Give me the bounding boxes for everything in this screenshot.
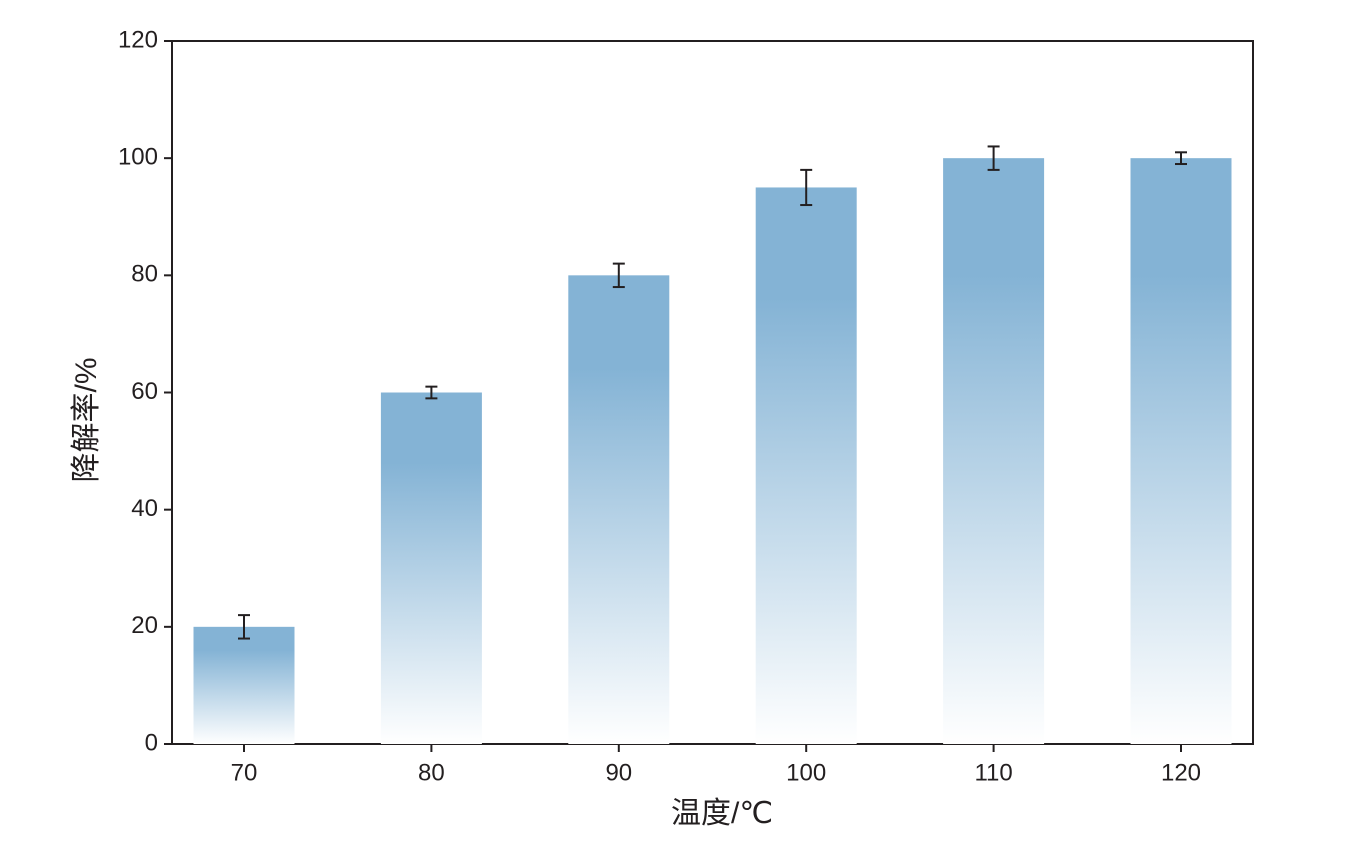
x-tick-label: 100 [786,759,826,786]
x-tick-label: 110 [974,759,1012,786]
y-tick-label: 120 [118,26,158,53]
y-tick-label: 100 [118,144,158,171]
x-tick-label: 70 [231,759,258,786]
error-bar [238,614,250,640]
y-tick-label: 20 [131,612,158,639]
error-bar [800,168,813,207]
x-tick-label: 90 [605,759,632,786]
y-tick-label: 0 [145,729,158,756]
error-bar [1175,151,1187,166]
bar [193,626,295,744]
bar [943,158,1045,744]
x-axis-label: 温度/℃ [671,797,773,830]
error-bar [612,262,625,289]
plot-frame [171,40,1254,745]
x-tick-label: 80 [418,759,445,786]
y-tick-label: 40 [131,495,158,522]
bar [568,275,670,744]
x-tick-label: 120 [1161,759,1201,786]
error-bar [425,385,438,400]
y-axis-label: 降解率/% [70,357,103,482]
y-tick-label: 80 [131,261,158,288]
bar [380,392,482,744]
bar [755,187,857,745]
y-tick-label: 60 [131,378,158,405]
bar [1130,158,1232,744]
error-bar [987,145,1000,171]
